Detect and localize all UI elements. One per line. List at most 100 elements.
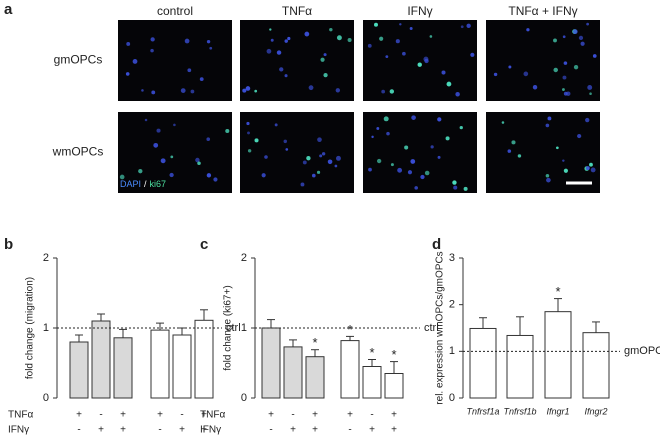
condition-sign: + — [120, 425, 126, 436]
bar — [150, 329, 170, 399]
condition-label: IFNγ — [200, 425, 221, 436]
cell-nucleus — [417, 62, 422, 67]
y-tick-label: 2 — [449, 299, 455, 311]
cell-nucleus — [429, 35, 433, 38]
cell-nucleus — [470, 52, 475, 57]
bar — [506, 334, 534, 399]
cell-nucleus — [247, 131, 250, 135]
cell-nucleus — [562, 35, 566, 39]
cell-nucleus — [371, 135, 374, 139]
cell-nucleus — [266, 48, 272, 54]
cell-nucleus — [150, 48, 154, 53]
column-header: IFNγ — [407, 4, 432, 18]
condition-sign: + — [120, 410, 126, 421]
cell-nucleus — [562, 88, 565, 91]
cell-nucleus — [383, 116, 389, 122]
cell-nucleus — [563, 91, 568, 96]
bar — [305, 356, 325, 399]
condition-sign: + — [347, 410, 353, 421]
condition-sign: - — [269, 425, 272, 436]
significance-mark: * — [312, 335, 317, 350]
cell-nucleus — [589, 162, 593, 167]
condition-sign: - — [348, 425, 351, 436]
cell-nucleus — [446, 81, 452, 87]
bar — [384, 373, 404, 399]
cell-nucleus — [397, 167, 403, 173]
micrograph — [486, 20, 600, 101]
cell-nucleus — [376, 127, 380, 130]
bar — [362, 366, 382, 399]
cell-nucleus — [573, 65, 579, 70]
y-tick-label: 1 — [43, 322, 49, 334]
cell-nucleus — [284, 39, 288, 43]
cell-nucleus — [453, 185, 458, 190]
panel-letter: b — [4, 236, 13, 253]
cell-nucleus — [460, 25, 464, 29]
cell-nucleus — [170, 155, 174, 159]
y-tick-label: 0 — [449, 392, 455, 404]
cell-nucleus — [590, 167, 596, 173]
bar — [69, 341, 89, 399]
cell-nucleus — [335, 155, 341, 161]
column-header: TNFα — [282, 4, 312, 18]
condition-sign: + — [268, 410, 274, 421]
cell-nucleus — [308, 85, 314, 91]
micrograph — [240, 20, 354, 101]
x-tick-label: Tnfrsf1b — [503, 406, 536, 416]
cell-nucleus — [195, 157, 200, 163]
micrograph — [240, 112, 354, 193]
cell-nucleus — [254, 89, 258, 93]
bar — [194, 319, 214, 399]
cell-nucleus — [385, 55, 389, 59]
cell-nucleus — [144, 118, 148, 122]
cell-nucleus — [532, 85, 538, 90]
column-header: TNFα + IFNγ — [508, 4, 577, 18]
cell-nucleus — [553, 67, 558, 73]
cell-nucleus — [545, 174, 550, 178]
cell-nucleus — [430, 145, 434, 149]
cell-nucleus — [572, 29, 578, 35]
condition-sign: + — [98, 425, 104, 436]
panel-letter: a — [4, 1, 13, 18]
cell-nucleus — [526, 28, 530, 32]
cell-nucleus — [562, 159, 565, 162]
cell-nucleus — [190, 89, 195, 94]
cell-nucleus — [169, 172, 174, 178]
bar — [544, 311, 572, 399]
cell-nucleus — [592, 54, 597, 58]
y-tick-label: 2 — [241, 252, 247, 264]
cell-nucleus — [376, 158, 382, 164]
condition-label: TNFα — [200, 410, 225, 421]
cell-nucleus — [563, 168, 568, 173]
cell-nucleus — [327, 159, 333, 165]
y-tick-label: 1 — [449, 345, 455, 357]
cell-nucleus — [141, 89, 144, 92]
condition-sign: + — [312, 410, 318, 421]
cell-nucleus — [402, 51, 406, 56]
cell-nucleus — [319, 154, 323, 158]
micrograph — [363, 112, 477, 193]
cell-nucleus — [410, 159, 416, 164]
condition-sign: + — [312, 425, 318, 436]
cell-nucleus — [395, 39, 400, 44]
condition-sign: - — [158, 425, 161, 436]
stain-ki67: ki67 — [150, 179, 167, 189]
cell-nucleus — [386, 131, 390, 136]
cell-nucleus — [455, 92, 460, 97]
cell-nucleus — [254, 138, 259, 143]
cell-nucleus — [423, 56, 429, 62]
cell-nucleus — [335, 88, 341, 93]
condition-sign: + — [391, 425, 397, 436]
cell-nucleus — [424, 170, 430, 176]
y-tick-label: 0 — [43, 392, 49, 404]
cell-nucleus — [374, 22, 378, 27]
cell-nucleus — [287, 36, 291, 41]
cell-nucleus — [206, 137, 211, 142]
cell-nucleus — [577, 134, 582, 139]
cell-nucleus — [437, 117, 442, 122]
cell-nucleus — [411, 115, 416, 120]
panel-letter: d — [432, 236, 441, 253]
bar — [340, 340, 360, 399]
cell-nucleus — [389, 89, 395, 94]
